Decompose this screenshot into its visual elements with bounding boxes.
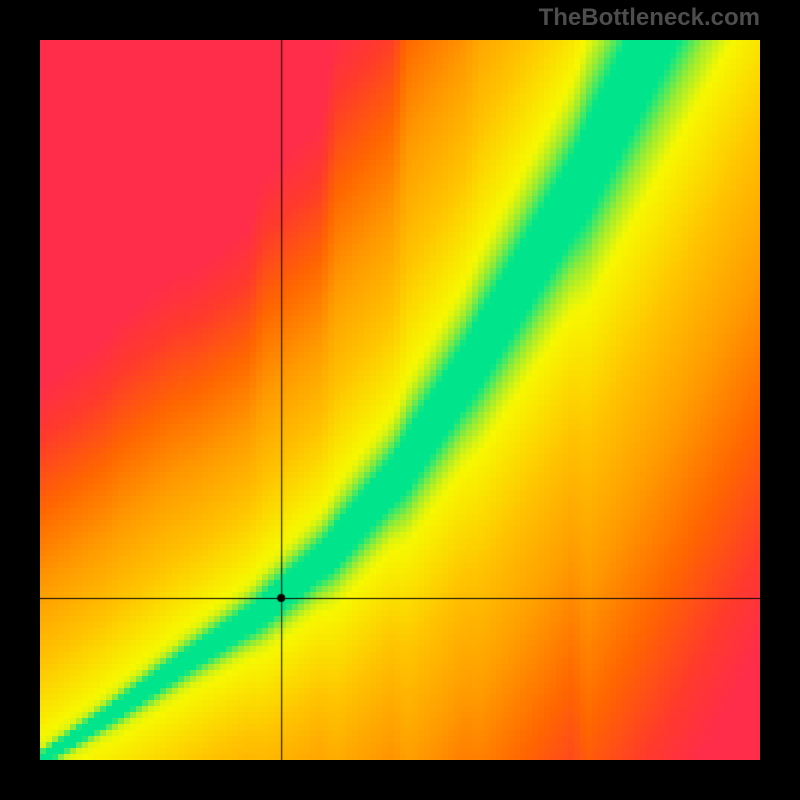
crosshair-overlay (40, 40, 760, 760)
watermark-text: TheBottleneck.com (539, 4, 760, 32)
chart-container: TheBottleneck.com (0, 0, 800, 800)
